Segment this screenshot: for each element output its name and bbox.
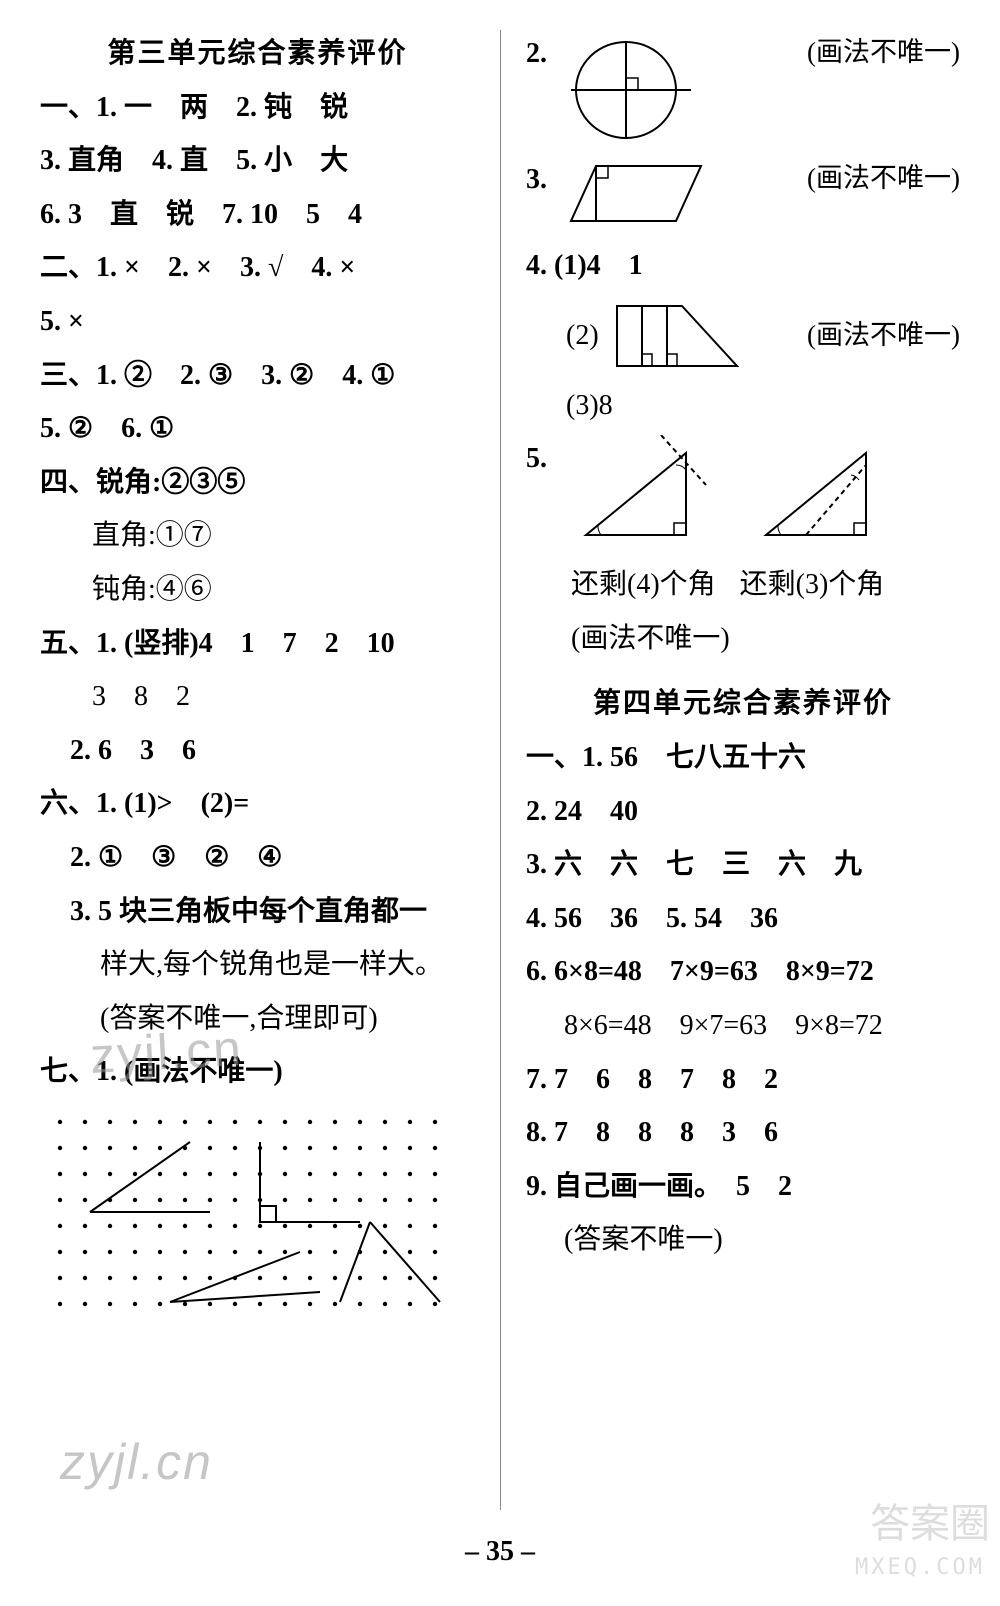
u3-s7-q2: 2. (画法不唯一): [526, 30, 960, 150]
u4-l3: 3. 六 六 七 三 六 九: [526, 841, 960, 889]
unit4-title: 第四单元综合素养评价: [526, 680, 960, 728]
page-columns: 第三单元综合素养评价 一、1. 一 两 2. 钝 锐 3. 直角 4. 直 5.…: [30, 30, 970, 1510]
u3-s6-l1: 六、1. (1)> (2)=: [40, 780, 475, 828]
u3-s6-l3: 3. 5 块三角板中每个直角都一: [40, 888, 475, 936]
left-column: 第三单元综合素养评价 一、1. 一 两 2. 钝 锐 3. 直角 4. 直 5.…: [30, 30, 500, 1510]
u4-l2: 2. 24 40: [526, 788, 960, 836]
u3-s4-l2: 直角:①⑦: [40, 512, 475, 560]
circle-figure: [566, 30, 696, 150]
u3-s7-l1: 七、1. (画法不唯一): [40, 1048, 475, 1096]
u4-l5: 6. 6×8=48 7×9=63 8×9=72: [526, 948, 960, 996]
parallelogram-figure: [566, 156, 716, 236]
u3-s5-l1: 五、1. (竖排)4 1 7 2 10: [40, 620, 475, 668]
trapezoid-figure: [607, 296, 747, 376]
u4-l4: 4. 56 36 5. 54 36: [526, 895, 960, 943]
u3-s1-l3: 6. 3 直 锐 7. 10 5 4: [40, 191, 475, 239]
brand-circle: 答案圈: [870, 1502, 990, 1546]
u3-s7-q4-1: 4. (1)4 1: [526, 242, 960, 290]
u3-s2-l1: 二、1. × 2. × 3. √ 4. ×: [40, 244, 475, 292]
unit3-title: 第三单元综合素养评价: [40, 30, 475, 78]
triangle-cut-1: [566, 435, 716, 555]
u3-s6-l5: (答案不唯一,合理即可): [40, 995, 475, 1043]
right-column: 2. (画法不唯一) 3. (画法不唯一) 4. (1)4 1 (2): [500, 30, 970, 1510]
u3-s1-l2: 3. 直角 4. 直 5. 小 大: [40, 137, 475, 185]
dotgrid-figure: [40, 1102, 460, 1322]
u3-s7-q5-l2: (画法不唯一): [526, 615, 960, 663]
u4-l8: 8. 7 8 8 8 3 6: [526, 1109, 960, 1157]
u3-s2-l2: 5. ×: [40, 298, 475, 346]
u3-s7-q3: 3. (画法不唯一): [526, 156, 960, 236]
u4-l9: 9. 自己画一画。 5 2: [526, 1163, 960, 1211]
u3-s5-l3: 2. 6 3 6: [40, 727, 475, 775]
u4-l6: 8×6=48 9×7=63 9×8=72: [526, 1002, 960, 1050]
u3-s7-q5-l1: 还剩(4)个角还剩(3)个角: [526, 561, 960, 609]
u3-s3-l2: 5. ② 6. ①: [40, 405, 475, 453]
page-number: – 35 –: [30, 1528, 970, 1576]
brand-url: MXEQ.COM: [855, 1549, 985, 1586]
u3-s6-l4: 样大,每个锐角也是一样大。: [40, 941, 475, 989]
u3-s1-l1: 一、1. 一 两 2. 钝 锐: [40, 84, 475, 132]
u3-s7-q4-3: (3)8: [526, 382, 960, 430]
u4-l10: (答案不唯一): [526, 1216, 960, 1264]
u3-s4-l1: 四、锐角:②③⑤: [40, 459, 475, 507]
u3-s7-q5: 5.: [526, 435, 960, 555]
u3-s3-l1: 三、1. ② 2. ③ 3. ② 4. ①: [40, 352, 475, 400]
u3-s4-l3: 钝角:④⑥: [40, 566, 475, 614]
u3-s6-l2: 2. ① ③ ② ④: [40, 834, 475, 882]
triangle-cut-2: [746, 435, 896, 555]
u3-s5-l2: 3 8 2: [40, 673, 475, 721]
u3-s7-q4-2: (2) (画法不唯一): [526, 296, 960, 376]
u4-l1: 一、1. 56 七八五十六: [526, 734, 960, 782]
u4-l7: 7. 7 6 8 7 8 2: [526, 1056, 960, 1104]
